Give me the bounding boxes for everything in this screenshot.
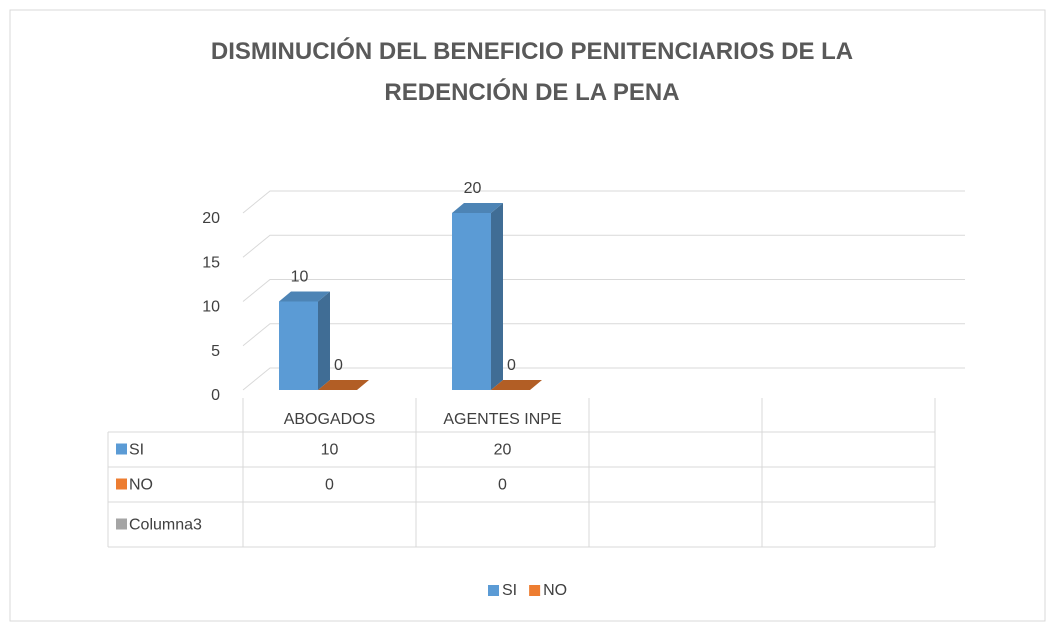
data-label: 10: [291, 269, 309, 286]
y-tick-label: 0: [211, 387, 220, 404]
data-label: 20: [464, 180, 482, 197]
chart-title: DISMINUCIÓN DEL BENEFICIO PENITENCIARIOS…: [211, 37, 853, 106]
bar-side: [491, 203, 503, 390]
bar-top: [279, 291, 330, 302]
bar-top: [318, 380, 369, 390]
chart-border: [9, 9, 1046, 622]
table-key: [116, 518, 127, 530]
data-label: 0: [334, 357, 343, 374]
bar-side: [318, 291, 330, 390]
grid-line: [242, 234, 965, 258]
grid-line: [242, 367, 965, 391]
grid-line: [242, 190, 965, 214]
data-label: 0: [507, 357, 516, 374]
y-tick-label: 15: [202, 254, 220, 271]
title-line: DISMINUCIÓN DEL BENEFICIO PENITENCIARIOS…: [211, 37, 853, 65]
table-cell: 10: [321, 442, 339, 459]
bar-top: [491, 380, 542, 390]
table-cell: 0: [498, 477, 507, 494]
legend-label: NO: [543, 582, 567, 599]
title-line: REDENCIÓN DE LA PENA: [384, 78, 679, 106]
bar-front: [279, 301, 318, 390]
y-tick-label: 10: [202, 299, 220, 316]
table-row-label: Columna3: [129, 517, 202, 534]
x-tick-label: AGENTES INPE: [443, 411, 561, 428]
x-tick-label: ABOGADOS: [284, 411, 376, 428]
table-row-label: NO: [129, 477, 153, 494]
table-key: [116, 443, 127, 455]
table-key: [116, 478, 127, 490]
grid-line: [242, 323, 965, 347]
y-tick-label: 20: [202, 210, 220, 227]
table-row-label: SI: [129, 442, 144, 459]
bar-top: [452, 203, 503, 213]
bar-front: [452, 213, 491, 390]
legend-key: [529, 585, 541, 596]
grid-line: [242, 279, 965, 302]
y-tick-label: 5: [211, 343, 220, 360]
legend-key: [488, 585, 499, 596]
table-cell: 0: [325, 477, 334, 494]
legend-label: SI: [502, 582, 517, 599]
table-cell: 20: [494, 442, 512, 459]
